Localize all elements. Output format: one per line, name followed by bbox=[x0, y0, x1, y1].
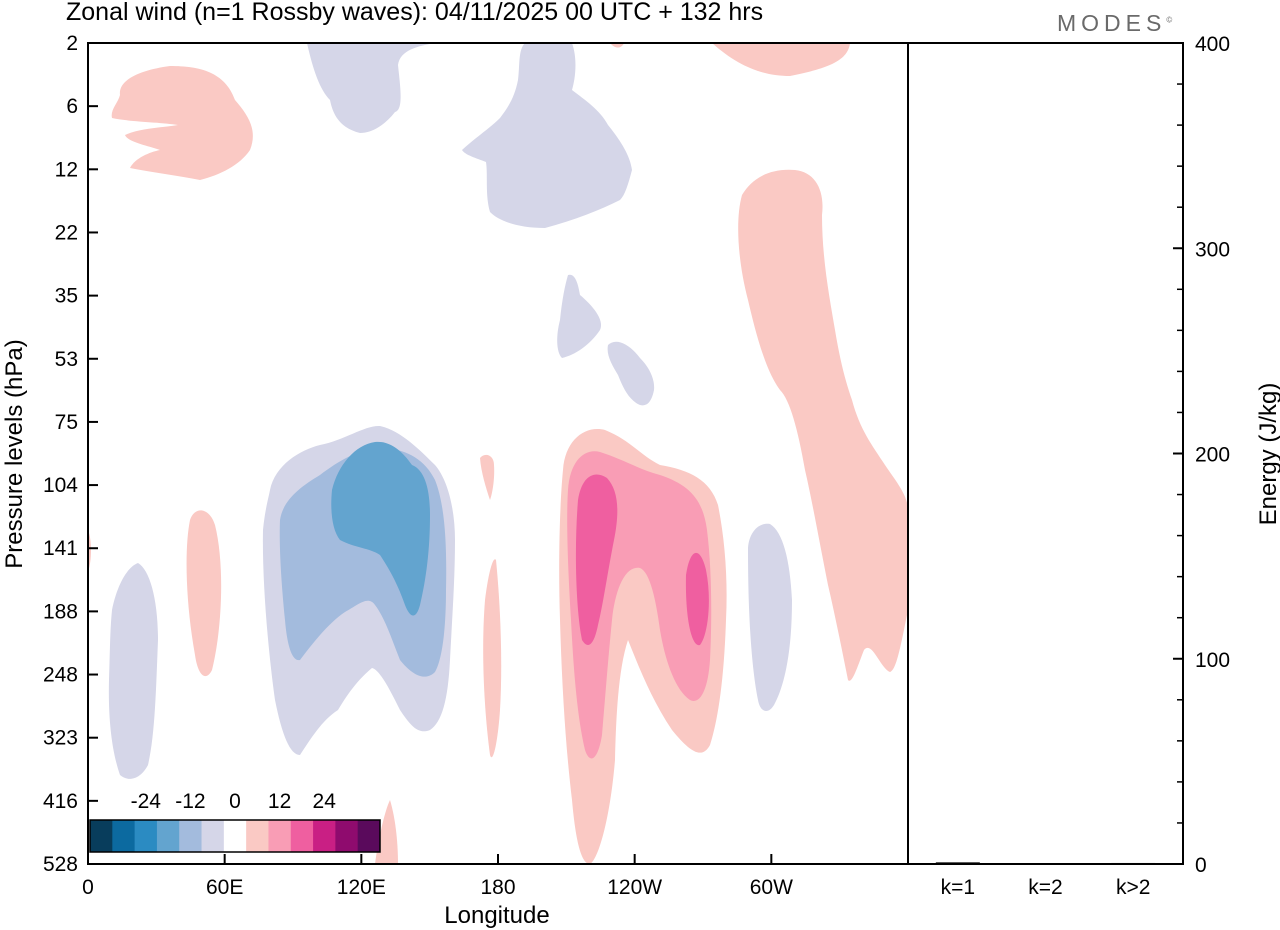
energy-tick-label: 300 bbox=[1195, 238, 1230, 261]
energy-plot-frame bbox=[907, 42, 1184, 865]
x-axis-title: Longitude bbox=[444, 902, 549, 929]
brand-mark: © bbox=[1166, 15, 1173, 25]
colorbar-swatch bbox=[335, 820, 359, 852]
pressure-tick-label: 2 bbox=[66, 32, 78, 55]
longitude-tick-label: 120E bbox=[337, 876, 386, 899]
pressure-tick-label: 188 bbox=[43, 600, 78, 623]
energy-bar bbox=[935, 862, 980, 864]
colorbar-swatch bbox=[246, 820, 269, 852]
colorbar-label: -12 bbox=[175, 790, 205, 813]
brand-text: MODES bbox=[1057, 10, 1167, 36]
contour-pos-4-upper-left bbox=[111, 66, 253, 180]
energy-category-label: k=1 bbox=[941, 876, 975, 899]
energy-category-label: k=2 bbox=[1028, 876, 1062, 899]
contour-neg-4-15e bbox=[108, 563, 158, 779]
pressure-tick-label: 141 bbox=[43, 537, 78, 560]
colorbar-swatch bbox=[313, 820, 336, 852]
colorbar-label: -24 bbox=[131, 790, 162, 813]
pressure-axis: 2 6 12 22 35 53 75 104 141 188 248 323 416 528 bbox=[43, 32, 98, 876]
pressure-tick-label: 6 bbox=[66, 95, 78, 118]
colorbar-swatch bbox=[201, 820, 225, 852]
energy-category-label: k>2 bbox=[1116, 876, 1150, 899]
longitude-tick-label: 120W bbox=[607, 876, 662, 899]
longitude-tick-label: 180 bbox=[480, 876, 515, 899]
colorbar-swatch bbox=[290, 820, 314, 852]
energy-tick-label: 0 bbox=[1195, 854, 1207, 877]
pressure-tick-label: 53 bbox=[55, 348, 78, 371]
colorbar-swatch bbox=[268, 820, 292, 852]
colorbar: -24 -12 0 12 24 bbox=[89, 790, 381, 853]
colorbar-swatch bbox=[134, 820, 158, 852]
pressure-tick-label: 416 bbox=[43, 790, 78, 813]
contour-pos-4-date-line-b bbox=[483, 559, 502, 758]
colorbar-swatch bbox=[112, 820, 136, 852]
pressure-tick-label: 75 bbox=[55, 411, 78, 434]
colorbar-swatch bbox=[357, 820, 381, 852]
contour-neg-4-stratosphere-b bbox=[462, 43, 632, 228]
colorbar-swatch bbox=[156, 820, 180, 852]
longitude-tick-label: 60E bbox=[206, 876, 243, 899]
longitude-axis: 0 60E 120E 180 120W 60W bbox=[82, 854, 793, 899]
energy-bar bbox=[1023, 863, 1068, 865]
chart-title: Zonal wind (n=1 Rossby waves): 04/11/202… bbox=[66, 0, 764, 26]
energy-bar bbox=[1111, 862, 1156, 864]
brand-logo: MODES© bbox=[1057, 10, 1172, 37]
colorbar-swatch bbox=[90, 820, 113, 852]
contour-fills bbox=[88, 43, 908, 864]
pressure-tick-label: 104 bbox=[43, 474, 78, 497]
energy-tick-label: 100 bbox=[1195, 649, 1230, 672]
energy-bars: k=1 k=2 k>2 bbox=[935, 862, 1156, 899]
colorbar-swatch bbox=[223, 820, 247, 852]
contour-pos-12-main bbox=[575, 474, 618, 645]
energy-tick-label: 400 bbox=[1195, 33, 1230, 56]
contour-neg-4-60w bbox=[748, 523, 792, 712]
pressure-tick-label: 528 bbox=[43, 853, 78, 876]
contour-pos-4-top-right bbox=[712, 43, 850, 76]
pressure-tick-label: 22 bbox=[55, 221, 78, 244]
contour-pos-4-top-small bbox=[610, 43, 624, 48]
contour-neg-4-mid-b bbox=[607, 341, 655, 406]
longitude-tick-label: 0 bbox=[82, 876, 94, 899]
colorbar-swatch bbox=[179, 820, 203, 852]
pressure-tick-label: 35 bbox=[55, 285, 78, 308]
colorbar-label: 12 bbox=[268, 790, 291, 813]
contour-pos-12-east bbox=[685, 552, 709, 646]
colorbar-frame bbox=[89, 819, 381, 853]
pressure-tick-label: 248 bbox=[43, 664, 78, 687]
contour-pos-4-40e bbox=[186, 510, 222, 677]
y-axis-title: Pressure levels (hPa) bbox=[1, 339, 28, 568]
energy-tick-label: 200 bbox=[1195, 444, 1230, 467]
contour-pos-4-date-line-a bbox=[480, 454, 495, 500]
contour-neg-12 bbox=[331, 441, 430, 616]
colorbar-label: 24 bbox=[313, 790, 337, 813]
colorbar-label: 0 bbox=[229, 790, 241, 813]
contour-neg-4-stratosphere-a bbox=[307, 43, 435, 133]
pressure-tick-label: 12 bbox=[55, 158, 78, 181]
energy-axis: 0 100 200 300 400 bbox=[1173, 33, 1230, 877]
longitude-tick-label: 60W bbox=[750, 876, 793, 899]
contour-neg-4-mid-a bbox=[557, 274, 602, 358]
energy-axis-title: Energy (J/kg) bbox=[1255, 383, 1280, 526]
contour-pos-4-east-pacific bbox=[738, 169, 908, 681]
pressure-tick-label: 323 bbox=[43, 727, 78, 750]
